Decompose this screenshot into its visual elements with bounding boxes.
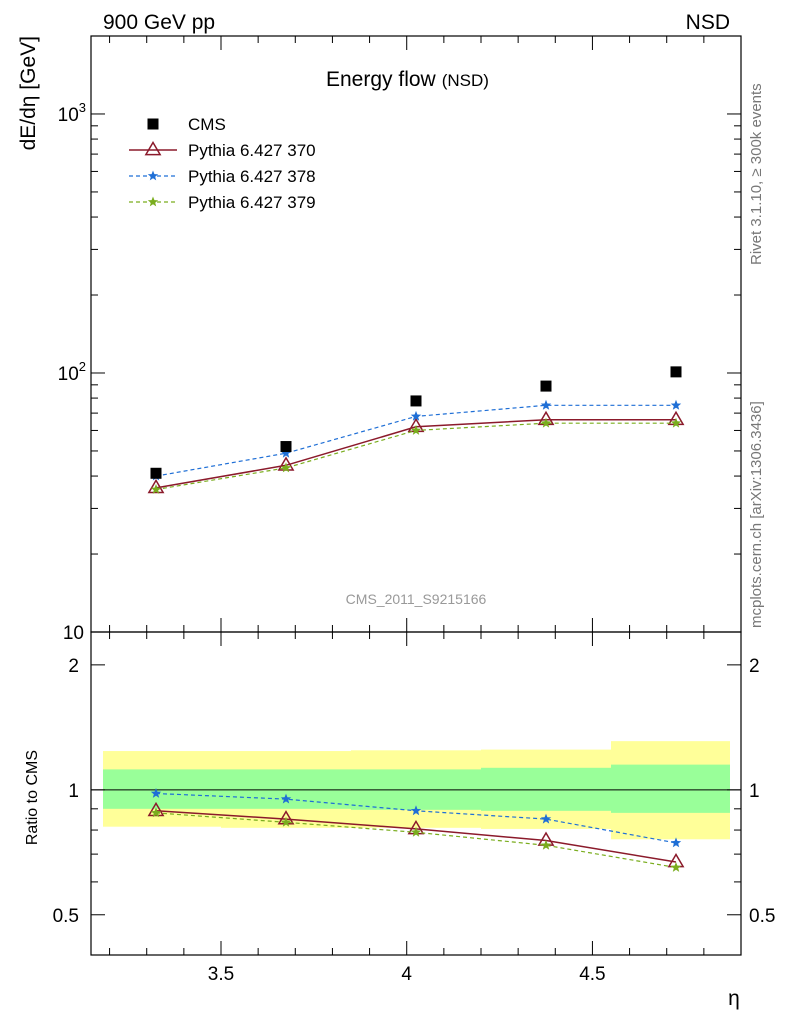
y-tick-label-main: 102	[58, 359, 86, 385]
mcplots-label: mcplots.cern.ch [arXiv:1306.3436]	[748, 401, 765, 628]
chart-title: Energy flow (NSD)	[326, 68, 489, 91]
uncertainty-band-green	[611, 764, 730, 813]
main-point-cms	[540, 380, 552, 392]
ratio-point-pythia-6-427-379	[150, 807, 162, 818]
legend-label-cms: CMS	[188, 115, 226, 134]
y-tick-label-ratio-right: 0.5	[749, 906, 775, 927]
main-point-pythia-6-427-378	[670, 399, 682, 410]
ratio-plot-frame	[90, 631, 742, 956]
rivet-label: Rivet 3.1.10, ≥ 300k events	[748, 83, 765, 265]
ratio-point-pythia-6-427-379	[280, 816, 292, 827]
ratio-point-pythia-6-427-378	[540, 813, 552, 824]
y-axis-label-ratio: Ratio to CMS	[24, 750, 41, 845]
y-axis-label-main: dE/dη [GeV]	[17, 36, 40, 150]
main-line-pythia-6-427-379	[155, 422, 676, 491]
analysis-watermark: CMS_2011_S9215166	[346, 591, 487, 607]
uncertainty-band-green	[221, 769, 351, 809]
y-tick-label-main: 10	[63, 623, 84, 644]
ratio-point-pythia-6-427-378	[150, 788, 162, 798]
y-tick-label-ratio-left: 2	[68, 656, 79, 677]
main-point-pythia-6-427-379	[150, 484, 162, 494]
legend-marker-pythia-6-427-378	[147, 170, 159, 181]
legend-marker-pythia-6-427-379	[147, 196, 159, 207]
ratio-point-pythia-6-427-379	[410, 826, 422, 837]
ratio-point-pythia-6-427-379	[670, 862, 682, 872]
legend-marker-pythia-6-427-370	[144, 141, 162, 156]
main-point-pythia-6-427-379	[410, 424, 422, 435]
ratio-point-pythia-6-427-378	[670, 837, 682, 848]
main-series	[147, 366, 685, 494]
ratio-axes: 0.5 0.5 1 1 2 2 3.5 4 4.5	[53, 631, 775, 985]
y-tick-label-ratio-right: 1	[749, 781, 760, 802]
ratio-point-pythia-6-427-370	[147, 801, 165, 817]
y-tick-label-ratio-left: 1	[68, 781, 79, 802]
ratio-series	[147, 788, 685, 872]
main-point-pythia-6-427-378	[540, 399, 552, 410]
legend-label-pythia-6-427-378: Pythia 6.427 378	[188, 167, 316, 186]
main-plot-panel: CMS_2011_S9215166 10 102 103 Energy flow (N…	[17, 35, 742, 644]
x-axis-label: η	[728, 987, 740, 1010]
ratio-plot-panel: 0.5 0.5 1 1 2 2 3.5 4 4.5 Ratio to CMS η	[24, 631, 775, 1010]
uncertainty-band-green	[481, 767, 611, 811]
legend-label-pythia-6-427-379: Pythia 6.427 379	[188, 193, 316, 212]
legend: CMS Pythia 6.427 370 Pythia 6.427 378 Pythi…	[129, 115, 316, 212]
main-point-pythia-6-427-378	[410, 410, 422, 421]
chart-title-suffix: (NSD)	[442, 71, 489, 90]
main-point-cms	[280, 441, 292, 453]
x-tick-label: 4.5	[579, 964, 605, 985]
y-tick-label-main: 103	[58, 100, 86, 126]
main-point-pythia-6-427-378	[280, 447, 292, 458]
chart-title-main: Energy flow	[326, 68, 437, 91]
main-point-pythia-6-427-379	[670, 417, 682, 428]
main-point-pythia-6-427-379	[280, 462, 292, 473]
x-tick-label: 4	[401, 964, 412, 985]
uncertainty-band-green	[103, 769, 221, 809]
ratio-point-pythia-6-427-378	[410, 805, 422, 816]
main-point-cms	[670, 366, 682, 378]
x-tick-label: 3.5	[208, 964, 234, 985]
main-axes: 10 102 103	[58, 35, 742, 644]
main-point-cms	[150, 467, 162, 479]
ratio-point-pythia-6-427-379	[540, 839, 552, 850]
y-tick-label-ratio-right: 2	[749, 656, 760, 677]
main-point-pythia-6-427-370	[147, 478, 165, 494]
header-right: NSD	[686, 11, 730, 34]
ratio-point-pythia-6-427-378	[280, 793, 292, 804]
main-point-pythia-6-427-379	[540, 417, 552, 428]
legend-label-pythia-6-427-370: Pythia 6.427 370	[188, 141, 316, 160]
y-tick-label-ratio-left: 0.5	[53, 906, 79, 927]
legend-marker-cms	[147, 118, 159, 130]
header-left: 900 GeV pp	[103, 11, 215, 34]
main-point-cms	[410, 395, 422, 407]
